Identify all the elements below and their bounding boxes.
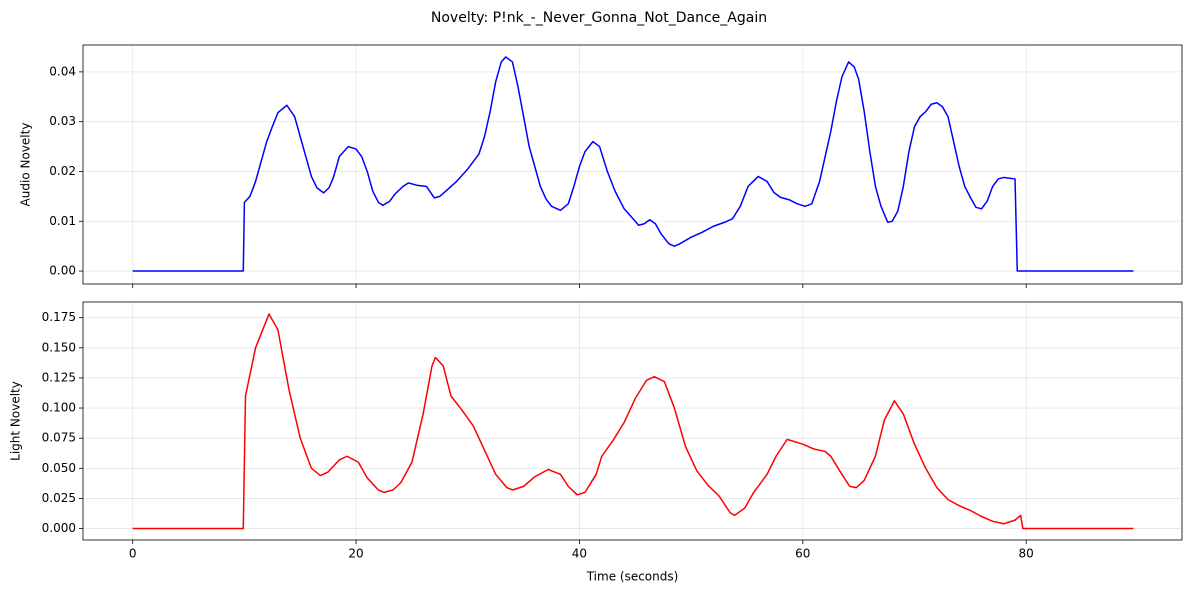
x-tick-label: 40 <box>572 547 587 561</box>
x-tick-label: 0 <box>129 547 137 561</box>
data-line <box>132 313 1134 530</box>
y-tick-label: 0.150 <box>42 340 76 354</box>
x-tick-label: 20 <box>348 547 363 561</box>
axes-frame <box>82 44 1183 285</box>
figure-title: Novelty: P!nk_-_Never_Gonna_Not_Dance_Ag… <box>431 10 767 26</box>
y-tick-label: 0.125 <box>42 370 76 384</box>
y-tick-label: 0.03 <box>49 114 76 128</box>
y-axis-label: Audio Novelty <box>19 123 33 207</box>
y-tick-label: 0.000 <box>42 521 76 535</box>
x-tick-label: 80 <box>1019 547 1034 561</box>
y-tick-label: 0.02 <box>49 164 76 178</box>
y-tick-label: 0.04 <box>49 64 76 78</box>
y-tick-label: 0.100 <box>42 401 76 415</box>
y-tick-label: 0.050 <box>42 461 76 475</box>
axes-frame <box>82 301 1183 541</box>
y-tick-label: 0.075 <box>42 431 76 445</box>
x-axis-label: Time (seconds) <box>586 570 679 584</box>
y-tick-label: 0.025 <box>42 491 76 505</box>
y-tick-label: 0.175 <box>42 310 76 324</box>
y-tick-label: 0.01 <box>49 214 76 228</box>
y-axis-label: Light Novelty <box>9 381 23 461</box>
y-tick-label: 0.00 <box>49 264 76 278</box>
x-tick-label: 60 <box>795 547 810 561</box>
data-line <box>132 56 1134 272</box>
